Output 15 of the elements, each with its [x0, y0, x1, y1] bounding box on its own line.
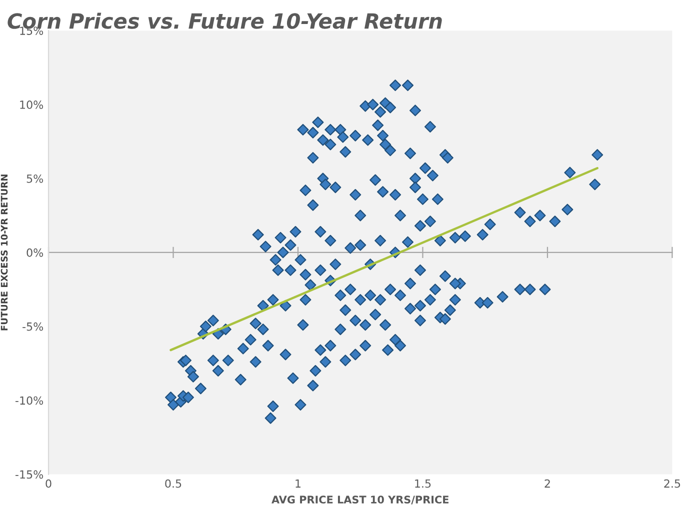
x-tick-label: 0: [46, 479, 52, 488]
x-tick-label: 1: [296, 480, 300, 488]
y-tick-label: -10%: [15, 396, 44, 405]
y-tick-label: 10%: [20, 100, 44, 109]
x-tick-label: 2.5: [664, 479, 680, 488]
y-tick-label: 5%: [26, 174, 44, 183]
x-tick-label: 2: [544, 479, 550, 488]
y-axis-title: FUTURE EXCESS 10-YR RETURN: [0, 174, 8, 330]
chart-title: Corn Prices vs. Future 10-Year Return: [8, 12, 442, 29]
x-axis-title: AVG PRICE LAST 10 YRS/PRICE: [272, 496, 448, 504]
x-tick-label: 1.5: [415, 480, 431, 488]
y-tick-label: 0%: [26, 248, 44, 257]
y-tick-label: -5%: [22, 322, 44, 331]
x-tick-label: 0.5: [165, 479, 182, 488]
y-tick-label: -15%: [15, 470, 44, 479]
